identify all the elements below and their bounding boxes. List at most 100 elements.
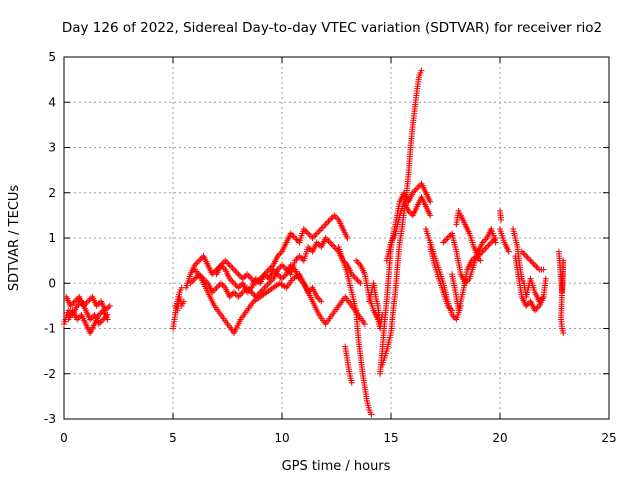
data-point-marker: [530, 260, 537, 267]
data-point-marker: [105, 304, 112, 311]
data-point-marker: [106, 302, 113, 309]
data-point-marker: [226, 262, 233, 269]
data-point-marker: [477, 257, 484, 264]
data-point-marker: [316, 227, 323, 234]
data-point-marker: [325, 218, 332, 225]
axis-ticks: 0 5 10 15 20 25 -3 -2 -1 0 1 2 3 4 5: [44, 50, 617, 445]
data-point-marker: [540, 293, 547, 300]
grid-lines: [64, 57, 609, 419]
data-point-marker: [533, 263, 540, 270]
data-point-marker: [233, 269, 240, 276]
data-point-marker: [238, 290, 245, 297]
y-tick-label: -1: [44, 322, 56, 336]
data-point-marker: [297, 254, 304, 261]
data-point-marker: [505, 248, 512, 255]
data-point-marker: [310, 233, 317, 240]
data-point-marker: [354, 277, 361, 284]
data-point-marker: [231, 280, 238, 287]
data-point-marker: [528, 259, 535, 266]
data-point-marker: [70, 299, 77, 306]
data-point-marker: [560, 330, 567, 337]
data-point-marker: [231, 266, 238, 273]
data-point-marker: [318, 225, 325, 232]
data-point-marker: [540, 266, 547, 273]
data-point-marker: [293, 236, 300, 243]
data-point-marker: [449, 307, 456, 314]
data-point-marker: [303, 228, 310, 235]
data-point-marker: [223, 259, 230, 266]
x-tick-label: 20: [492, 431, 507, 445]
data-point-marker: [232, 290, 239, 297]
data-point-marker: [309, 235, 316, 241]
data-point-marker: [241, 274, 248, 281]
data-point-marker: [212, 286, 219, 293]
data-point-marker: [231, 289, 238, 296]
data-point-marker: [225, 260, 232, 267]
data-point-marker: [331, 212, 338, 219]
data-point-marker: [447, 305, 454, 312]
y-tick-label: 4: [48, 95, 56, 109]
data-point-marker: [194, 259, 201, 266]
data-point-marker: [324, 219, 331, 226]
data-point-marker: [235, 284, 242, 291]
data-point-marker: [348, 379, 355, 386]
data-point-marker: [180, 298, 187, 305]
data-point-marker: [326, 216, 333, 223]
data-point-marker: [414, 185, 421, 192]
data-point-marker: [356, 278, 363, 285]
data-point-marker: [329, 242, 336, 249]
x-tick-label: 10: [274, 431, 289, 445]
y-tick-label: 3: [48, 141, 56, 155]
data-point-marker: [213, 284, 220, 291]
data-point-marker: [332, 213, 339, 220]
data-point-marker: [441, 238, 448, 245]
x-axis-title: GPS time / hours: [282, 459, 391, 474]
data-point-marker: [313, 230, 320, 237]
data-point-marker: [235, 271, 242, 278]
data-point-marker: [235, 293, 242, 300]
data-point-marker: [427, 198, 434, 205]
data-point-marker: [196, 257, 203, 264]
x-tick-label: 15: [383, 431, 398, 445]
data-point-marker: [244, 271, 251, 278]
data-point-marker: [318, 298, 325, 305]
data-point-marker: [229, 278, 236, 285]
data-point-marker: [344, 235, 351, 241]
data-point-marker: [222, 257, 229, 264]
data-point-marker: [443, 236, 450, 243]
data-point-marker: [312, 231, 319, 238]
y-axis-title: SDTVAR / TECUs: [7, 185, 22, 292]
y-tick-label: -3: [44, 412, 56, 426]
data-point-marker: [353, 257, 360, 264]
data-point-marker: [229, 265, 236, 272]
data-point-marker: [520, 250, 527, 257]
data-point-marker: [267, 278, 274, 285]
data-point-marker: [542, 275, 549, 282]
data-point-marker: [86, 296, 93, 303]
data-point-marker: [485, 242, 492, 249]
x-tick-label: 25: [601, 431, 616, 445]
data-point-marker: [197, 256, 204, 263]
data-point-marker: [483, 244, 490, 251]
data-point-marker: [279, 262, 285, 269]
data-point-marker: [228, 263, 235, 270]
data-point-marker: [215, 283, 222, 290]
data-point-marker: [236, 272, 243, 279]
data-point-marker: [328, 241, 335, 248]
data-point-marker: [236, 292, 243, 299]
data-point-marker: [491, 236, 498, 243]
data-point-marker: [527, 257, 534, 264]
data-point-marker: [84, 298, 91, 305]
data-point-marker: [361, 320, 368, 327]
data-point-marker: [264, 281, 271, 288]
data-point-marker: [280, 274, 287, 281]
data-point-marker: [188, 278, 195, 285]
data-point-marker: [249, 290, 256, 297]
data-point-marker: [326, 239, 333, 246]
data-point-marker: [523, 253, 530, 260]
data-point-marker: [354, 259, 361, 266]
data-point-marker: [306, 231, 313, 238]
data-point-marker: [440, 239, 447, 246]
y-tick-label: 1: [48, 231, 56, 245]
y-tick-label: 2: [48, 186, 56, 200]
